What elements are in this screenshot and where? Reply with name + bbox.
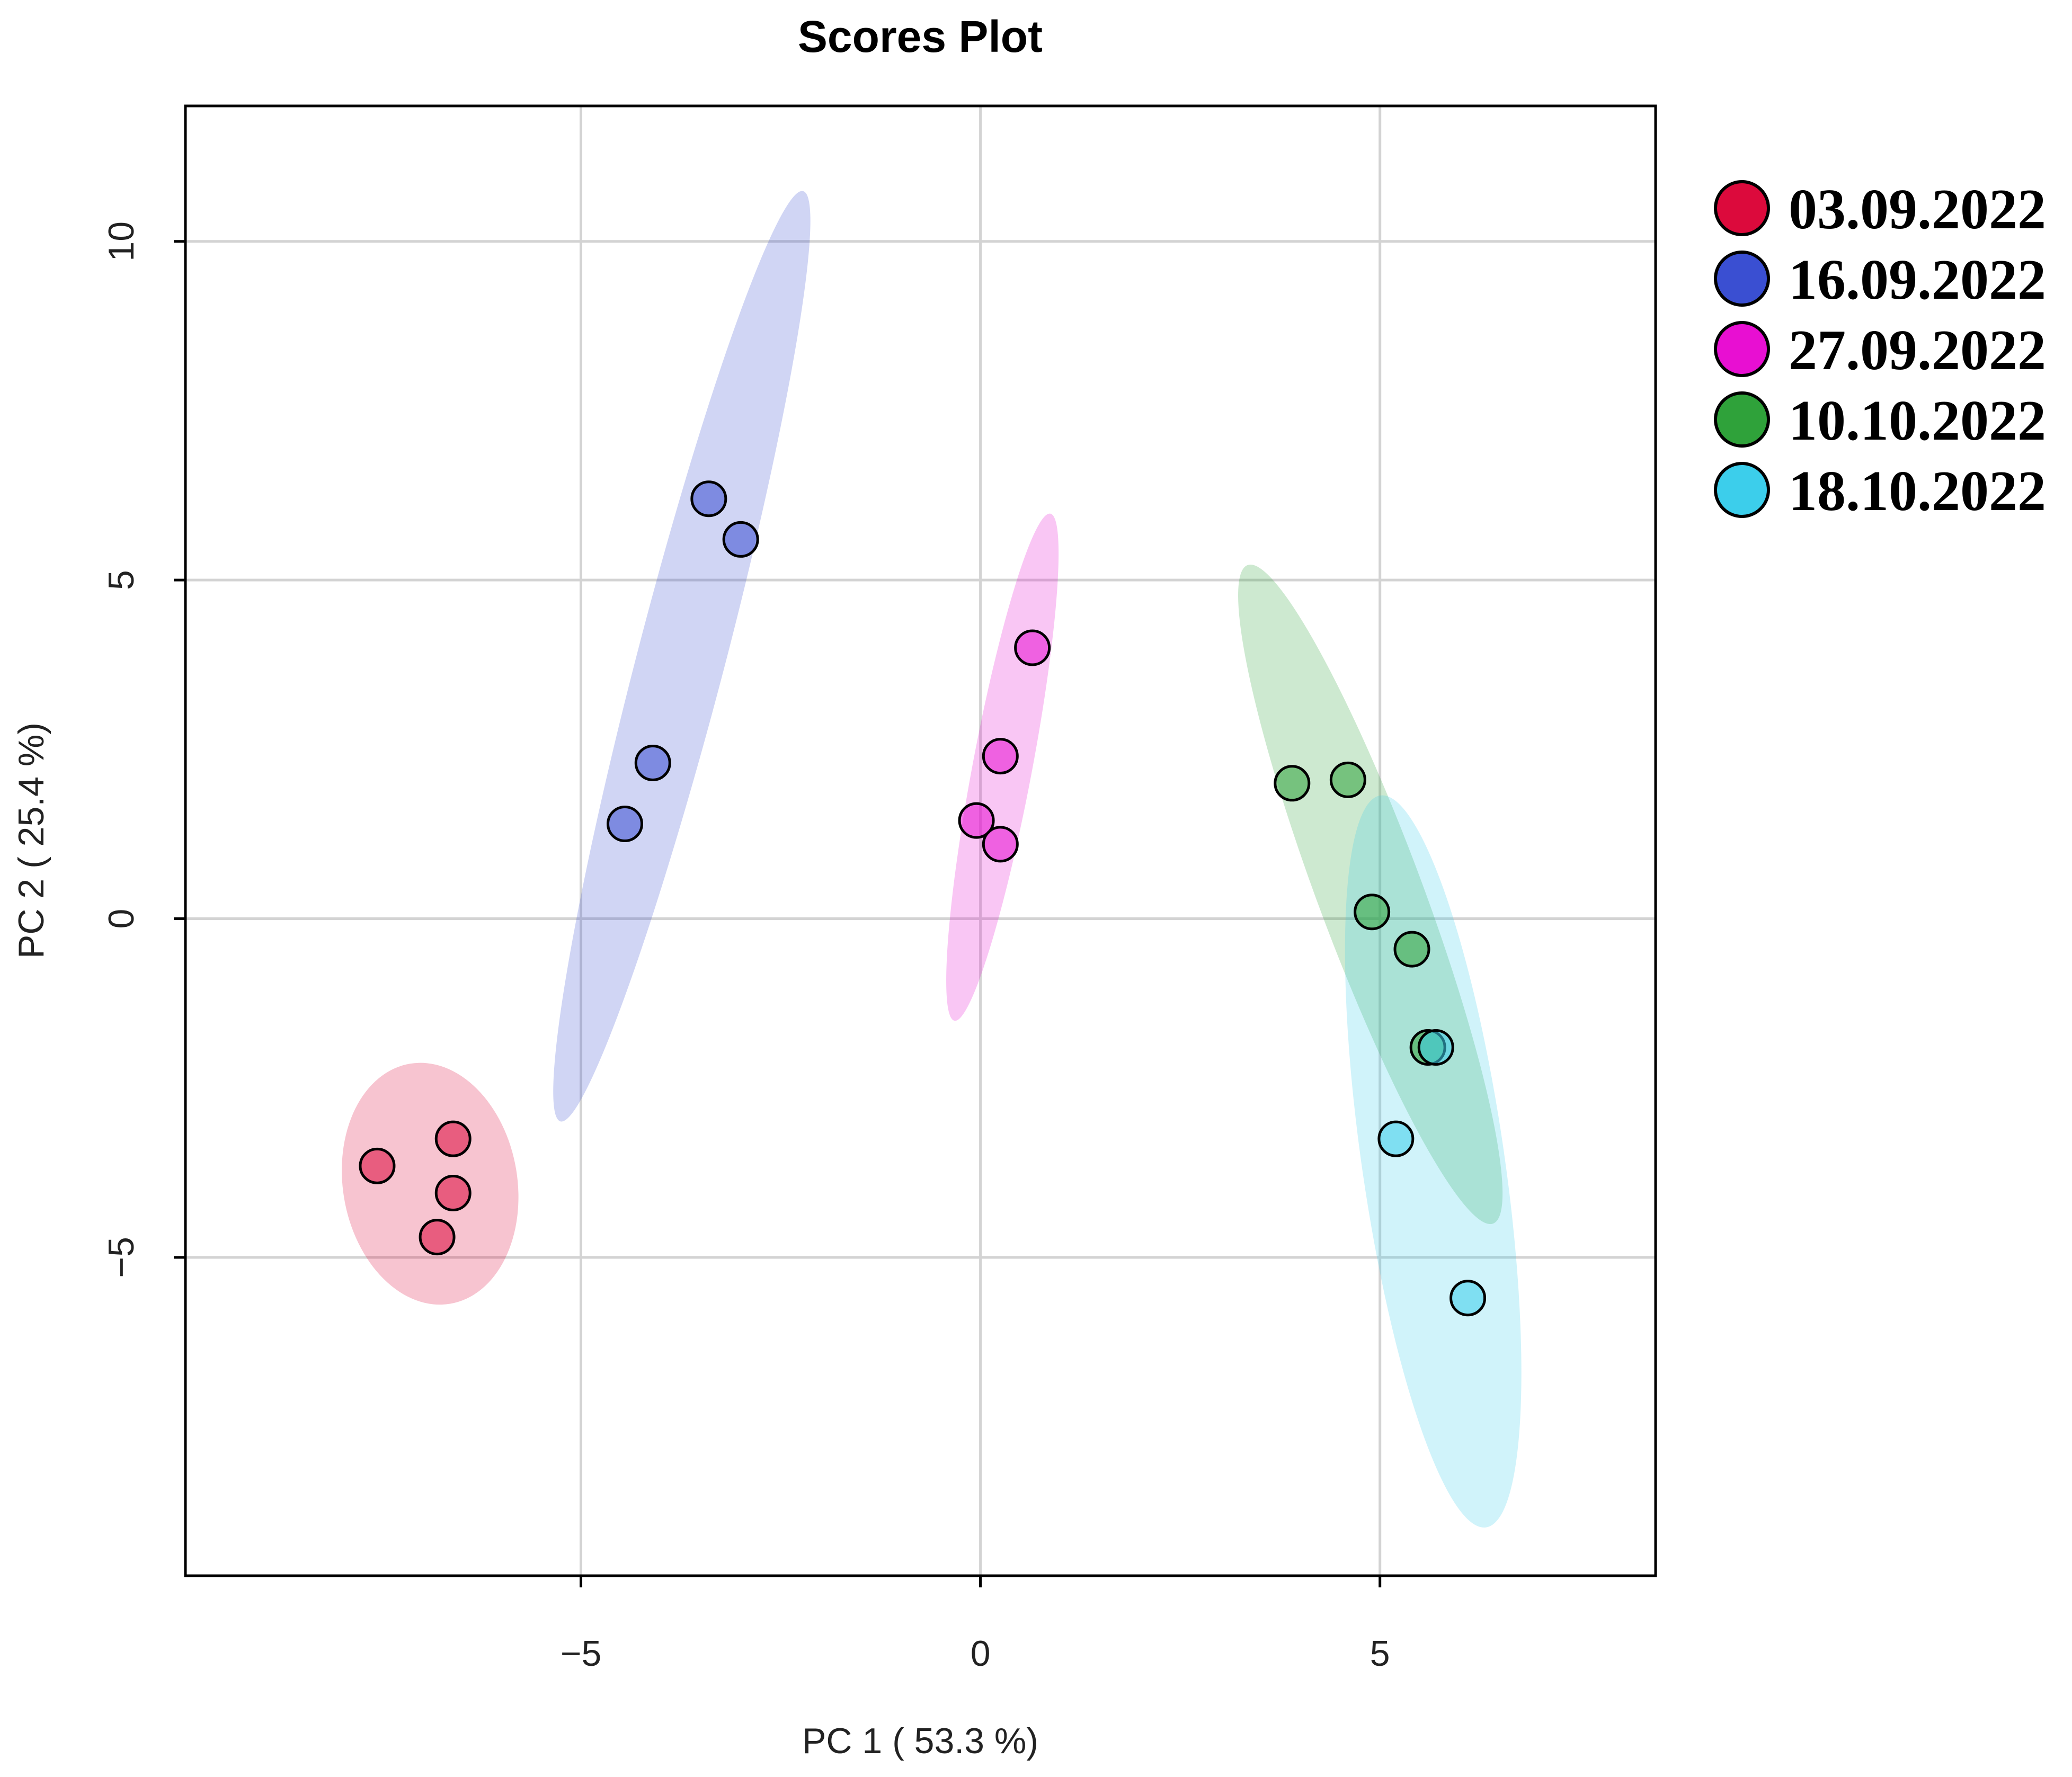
confidence-ellipse: [1345, 795, 1522, 1528]
y-tick-label: −5: [101, 1237, 141, 1278]
legend-item: 16.09.2022: [1714, 248, 2046, 311]
score-point: [1274, 765, 1311, 802]
legend-item: 18.10.2022: [1714, 460, 2046, 523]
y-tick-label: 10: [101, 221, 141, 262]
legend: 03.09.2022 16.09.2022 27.09.2022 10.10.2022…: [1714, 178, 2046, 523]
x-tick-label: 5: [1370, 1633, 1390, 1674]
legend-label: 27.09.2022: [1789, 319, 2046, 382]
score-point: [1449, 1280, 1487, 1317]
score-point: [434, 1120, 472, 1157]
x-tick-label: 0: [971, 1633, 991, 1674]
x-tick-label: −5: [561, 1633, 602, 1674]
score-point: [434, 1174, 472, 1211]
x-axis-ticks: −5 0 5: [561, 1576, 1390, 1674]
data-points: [359, 480, 1487, 1317]
score-point: [982, 826, 1019, 863]
score-point: [606, 806, 643, 843]
legend-marker: [1714, 321, 1770, 377]
score-point: [1014, 629, 1051, 666]
score-point: [419, 1219, 456, 1256]
score-point: [634, 744, 671, 781]
legend-item: 10.10.2022: [1714, 389, 2046, 452]
score-point: [722, 521, 759, 558]
legend-marker: [1714, 180, 1770, 236]
score-point: [1377, 1120, 1415, 1157]
score-point: [1417, 1029, 1454, 1066]
plot-area-frame: [184, 104, 1657, 1577]
legend-label: 03.09.2022: [1789, 178, 2046, 241]
y-tick-label: 0: [101, 909, 141, 929]
legend-marker: [1714, 391, 1770, 448]
y-tick-label: 5: [101, 570, 141, 590]
y-axis-ticks: −5 0 5 10: [101, 221, 185, 1278]
grid: [185, 106, 1656, 1576]
score-point: [1354, 894, 1391, 931]
legend-marker: [1714, 251, 1770, 307]
legend-label: 18.10.2022: [1789, 460, 2046, 523]
score-point: [982, 738, 1019, 775]
score-point: [1329, 761, 1366, 798]
confidence-ellipse: [553, 191, 811, 1122]
y-axis-label: PC 2 ( 25.4 %): [11, 722, 51, 959]
legend-item: 27.09.2022: [1714, 319, 2046, 382]
legend-item: 03.09.2022: [1714, 178, 2046, 241]
score-point: [359, 1147, 396, 1184]
score-point: [1393, 931, 1430, 968]
confidence-ellipses: [342, 191, 1522, 1528]
score-point: [690, 480, 727, 517]
legend-label: 10.10.2022: [1789, 389, 2046, 452]
legend-marker: [1714, 462, 1770, 518]
chart-title: Scores Plot: [798, 12, 1043, 61]
x-axis-label: PC 1 ( 53.3 %): [802, 1721, 1038, 1761]
confidence-ellipse: [342, 1062, 519, 1305]
legend-label: 16.09.2022: [1789, 248, 2046, 311]
score-point: [958, 802, 995, 839]
